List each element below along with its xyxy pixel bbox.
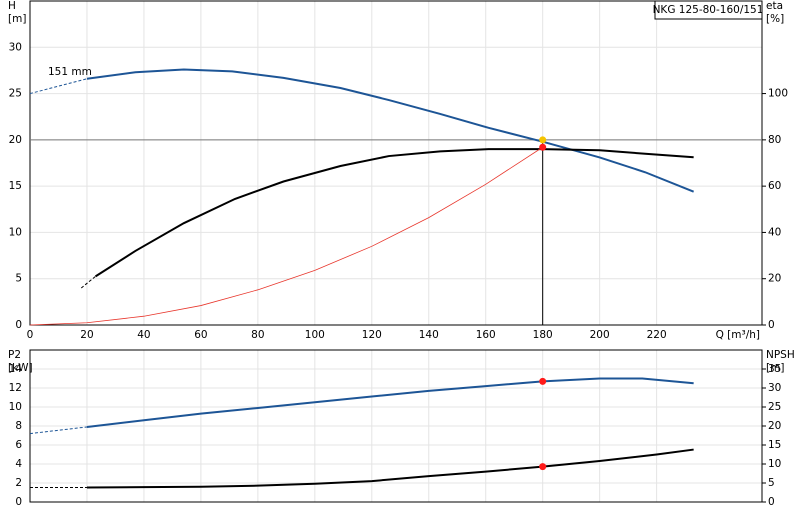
curve <box>29 78 88 95</box>
y2-tick-label: 100 <box>768 88 788 100</box>
curve <box>86 68 695 193</box>
curve <box>86 448 694 489</box>
y2-tick-label: 25 <box>768 401 781 413</box>
y2-axis-unit: [m] <box>766 362 784 374</box>
y-tick-label: 6 <box>15 439 22 451</box>
curve <box>29 426 88 435</box>
x-tick-label: 220 <box>647 329 667 341</box>
x-tick-label: 200 <box>590 329 610 341</box>
x-tick-label: 0 <box>27 329 34 341</box>
y2-tick-label: 5 <box>768 477 775 489</box>
curve <box>94 148 694 278</box>
x-tick-label: 80 <box>251 329 264 341</box>
y-axis-unit: [kW] <box>8 362 33 374</box>
y-tick-label: 30 <box>9 41 22 53</box>
y-tick-label: 8 <box>15 420 22 432</box>
x-tick-label: 20 <box>80 329 93 341</box>
x-tick-label: 160 <box>476 329 496 341</box>
y-tick-label: 12 <box>9 382 22 394</box>
operating-point <box>539 143 547 151</box>
x-tick-label: 100 <box>305 329 325 341</box>
y-tick-label: 10 <box>9 226 22 238</box>
y2-tick-label: 10 <box>768 458 781 470</box>
x-axis-label: Q [m³/h] <box>716 329 760 341</box>
y-tick-label: 20 <box>9 134 22 146</box>
chart-title: NKG 125-80-160/151 <box>653 4 764 16</box>
y2-tick-label: 20 <box>768 273 781 285</box>
y2-tick-label: 0 <box>768 496 775 508</box>
plot-frame <box>29 349 763 503</box>
curve <box>29 146 543 326</box>
y2-tick-label: 15 <box>768 439 781 451</box>
y-tick-label: 14 <box>9 363 23 375</box>
operating-point <box>539 136 547 144</box>
y-tick-label: 4 <box>15 458 22 470</box>
y-tick-label: 2 <box>15 477 22 489</box>
y-axis-label: P2 <box>8 349 21 361</box>
curve <box>86 377 694 428</box>
y-tick-label: 5 <box>15 273 22 285</box>
y-tick-label: 15 <box>9 180 22 192</box>
y2-tick-label: 40 <box>768 226 781 238</box>
y2-axis-label: NPSH <box>766 349 795 361</box>
x-tick-label: 140 <box>419 329 439 341</box>
x-tick-label: 60 <box>194 329 207 341</box>
y-tick-label: 0 <box>15 319 22 331</box>
title-box <box>654 0 763 20</box>
x-tick-label: 120 <box>362 329 382 341</box>
y2-tick-label: 0 <box>768 319 775 331</box>
y-tick-label: 0 <box>15 496 22 508</box>
y-tick-label: 25 <box>9 88 22 100</box>
y-tick-label: 10 <box>9 401 22 413</box>
operating-point <box>539 463 547 471</box>
y2-axis-unit: [%] <box>766 13 784 25</box>
y2-tick-label: 60 <box>768 180 781 192</box>
y-axis-unit: [m] <box>8 13 26 25</box>
x-tick-label: 40 <box>137 329 150 341</box>
y2-tick-label: 80 <box>768 134 781 146</box>
curve-annotation: 151 mm <box>48 66 92 78</box>
curve <box>80 276 96 289</box>
y2-axis-label: eta <box>766 0 783 12</box>
y2-tick-label: 20 <box>768 420 781 432</box>
y2-tick-label: 30 <box>768 382 781 394</box>
y2-tick-label: 35 <box>768 363 781 375</box>
operating-point <box>539 377 547 385</box>
y-axis-label: H <box>8 0 16 12</box>
plot-frame <box>29 0 763 326</box>
x-tick-label: 180 <box>533 329 553 341</box>
